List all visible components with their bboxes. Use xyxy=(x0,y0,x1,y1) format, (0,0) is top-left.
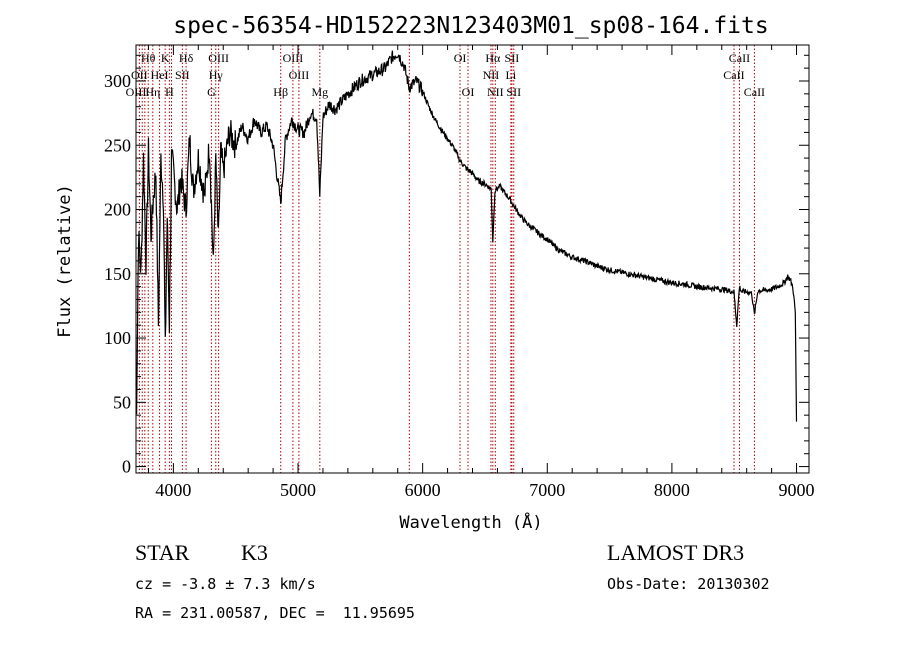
x-axis-label: Wavelength (Å) xyxy=(399,511,542,533)
y-tick-label: 300 xyxy=(104,71,131,91)
y-tick-label: 100 xyxy=(104,328,131,348)
spectral-line-label: OIII xyxy=(283,51,304,65)
spectral-line-labels: Hθ K Hδ OIII OIII OI Hα SII CaII OII HeI SII Hγ OIII N… xyxy=(126,51,765,99)
coordinates: RA = 231.00587, DEC = 11.95695 xyxy=(135,604,415,622)
spectral-line-label: SII xyxy=(505,51,520,65)
spectral-line-label: HeI xyxy=(151,68,169,82)
y-axis-label: Flux (relative) xyxy=(55,184,75,338)
spectral-line-label: CaII xyxy=(729,51,750,65)
object-subclass: K3 xyxy=(241,540,268,565)
survey-name: LAMOST DR3 xyxy=(607,540,745,565)
spectral-line-label: Hη xyxy=(145,85,160,99)
spectral-line-label: K xyxy=(161,51,170,65)
spectral-line-label: CaII xyxy=(723,68,744,82)
chart-title: spec-56354-HD152223N123403M01_sp08-164.f… xyxy=(173,13,768,39)
spectral-line-label: OIII xyxy=(208,51,229,65)
spectral-line-label: Hγ xyxy=(209,68,224,82)
spectral-line-label: CaII xyxy=(744,85,765,99)
spectral-line-label: SII xyxy=(506,85,521,99)
spectral-line-label: Hθ xyxy=(141,51,156,65)
x-tick-label: 4000 xyxy=(155,480,191,500)
spectral-line-label: Hα xyxy=(485,51,501,65)
spectral-line-label: Hδ xyxy=(179,51,194,65)
x-axis-ticks: 4000 5000 6000 7000 8000 9000 xyxy=(147,45,815,500)
spectral-line-label: Li xyxy=(506,68,517,82)
object-class: STAR xyxy=(135,540,190,565)
spectral-line-label: OIII xyxy=(289,68,310,82)
y-tick-label: 250 xyxy=(104,135,131,155)
obs-date: Obs-Date: 20130302 xyxy=(607,575,770,593)
spectral-line-label: OI xyxy=(454,51,467,65)
spectral-line-label: Hβ xyxy=(273,85,288,99)
x-tick-label: 7000 xyxy=(529,480,565,500)
spectral-line-label: OI xyxy=(462,85,475,99)
y-tick-label: 50 xyxy=(113,392,131,412)
plot-frame xyxy=(135,44,810,474)
y-tick-label: 200 xyxy=(104,200,131,220)
x-tick-label: 9000 xyxy=(779,480,815,500)
x-tick-label: 8000 xyxy=(654,480,690,500)
y-tick-label: 0 xyxy=(122,457,131,477)
spectral-line-label: NII xyxy=(483,68,500,82)
x-tick-label: 5000 xyxy=(280,480,316,500)
spectral-line-label: OII xyxy=(131,68,148,82)
y-axis-ticks: 0 50 100 150 200 250 300 xyxy=(104,54,809,477)
spectral-line-markers xyxy=(135,45,755,473)
redshift-readout: cz = -3.8 ± 7.3 km/s xyxy=(135,575,316,593)
spectral-line-label: Mg xyxy=(311,85,328,99)
spectral-line-label: NII xyxy=(487,85,504,99)
y-tick-label: 150 xyxy=(104,264,131,284)
spectral-line-label: SII xyxy=(175,68,190,82)
x-tick-label: 6000 xyxy=(405,480,441,500)
spectrum-series-line xyxy=(135,50,798,422)
spectral-line-label: H xyxy=(165,85,174,99)
spectral-line-label: G xyxy=(207,85,216,99)
